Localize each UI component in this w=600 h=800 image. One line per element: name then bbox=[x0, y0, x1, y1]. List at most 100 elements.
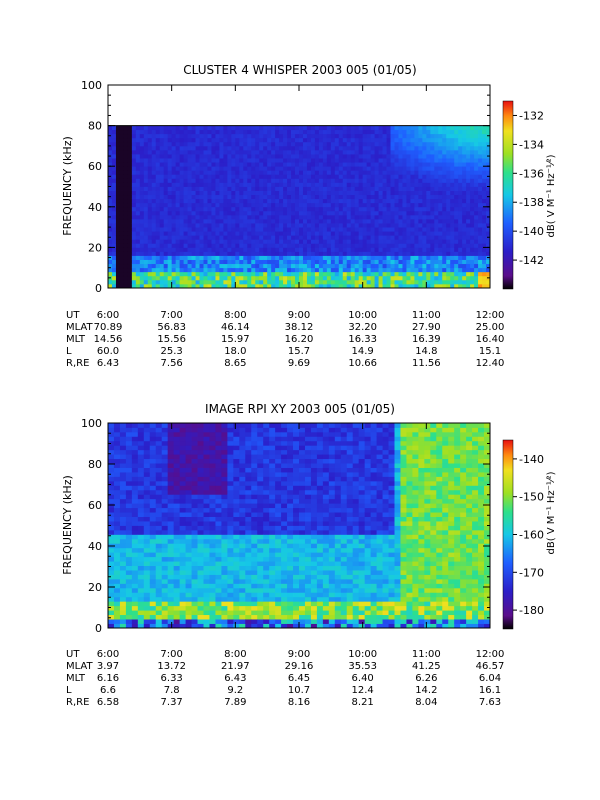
heatmap-cell bbox=[287, 190, 292, 196]
heatmap-cell bbox=[211, 129, 216, 135]
heatmap-cell bbox=[185, 578, 192, 584]
heatmap-cell bbox=[227, 206, 232, 212]
heatmap-cell bbox=[235, 231, 240, 236]
heatmap-cell bbox=[191, 538, 198, 544]
heatmap-cell bbox=[259, 186, 264, 191]
heatmap-cell bbox=[119, 145, 125, 151]
heatmap-cell bbox=[143, 552, 151, 558]
heatmap-cell bbox=[267, 251, 272, 256]
heatmap-cell bbox=[209, 503, 216, 509]
heatmap-cell bbox=[398, 202, 403, 208]
heatmap-cell bbox=[291, 145, 296, 151]
heatmap-cell bbox=[295, 231, 300, 236]
heatmap-cell bbox=[251, 267, 256, 273]
heatmap-cell bbox=[179, 556, 186, 562]
heatmap-cell bbox=[135, 141, 141, 147]
heatmap-cell bbox=[263, 202, 268, 208]
heatmap-cell bbox=[197, 623, 204, 629]
heatmap-cell bbox=[295, 141, 300, 147]
heatmap-cell bbox=[310, 247, 316, 252]
heatmap-cell bbox=[334, 210, 340, 216]
heatmap-cell bbox=[215, 454, 222, 460]
heatmap-cell bbox=[470, 218, 475, 224]
heatmap-cell bbox=[167, 445, 175, 451]
heatmap-cell bbox=[255, 210, 260, 216]
heatmap-cell bbox=[119, 592, 127, 598]
heatmap-cell bbox=[179, 275, 185, 281]
heatmap-cell bbox=[147, 235, 153, 240]
heatmap-cell bbox=[418, 154, 423, 159]
heatmap-cell bbox=[151, 218, 157, 224]
heatmap-cell bbox=[255, 154, 260, 159]
heatmap-cell bbox=[175, 162, 181, 167]
heatmap-cell bbox=[466, 198, 471, 204]
heatmap-cell bbox=[243, 279, 248, 285]
heatmap-cell bbox=[378, 133, 383, 139]
heatmap-cell bbox=[279, 137, 284, 143]
heatmap-cell bbox=[326, 247, 332, 252]
heatmap-cell bbox=[108, 614, 115, 620]
heatmap-cell bbox=[243, 162, 248, 167]
heatmap-cell bbox=[486, 259, 491, 265]
heatmap-cell bbox=[267, 145, 272, 151]
heatmap-cell bbox=[295, 218, 300, 224]
heatmap-cell bbox=[310, 170, 316, 175]
heatmap-cell bbox=[215, 141, 220, 147]
heatmap-cell bbox=[442, 158, 447, 163]
heatmap-cell bbox=[410, 263, 415, 269]
heatmap-cell bbox=[299, 227, 304, 232]
heatmap-cell bbox=[251, 206, 256, 212]
heatmap-cell bbox=[267, 231, 272, 236]
heatmap-cell bbox=[203, 170, 208, 175]
heatmap-cell bbox=[161, 552, 169, 558]
heatmap-cell bbox=[306, 162, 312, 167]
heatmap-cell bbox=[291, 194, 296, 200]
heatmap-cell bbox=[251, 223, 256, 228]
heatmap-cell bbox=[299, 206, 304, 212]
heatmap-cell bbox=[410, 129, 415, 135]
heatmap-cell bbox=[163, 255, 169, 260]
heatmap-cell bbox=[179, 578, 186, 584]
heatmap-cell bbox=[147, 129, 153, 135]
heatmap-cell bbox=[318, 162, 324, 167]
heatmap-cell bbox=[482, 190, 487, 196]
heatmap-cell bbox=[125, 596, 133, 602]
heatmap-cell bbox=[406, 149, 411, 155]
heatmap-cell bbox=[171, 263, 177, 269]
heatmap-cell bbox=[330, 154, 336, 159]
heatmap-cell bbox=[267, 279, 272, 285]
heatmap-cell bbox=[406, 259, 411, 265]
heatmap-cell bbox=[366, 182, 372, 187]
heatmap-cell bbox=[275, 182, 280, 187]
heatmap-cell bbox=[227, 231, 232, 236]
heatmap-cell bbox=[131, 145, 137, 151]
heatmap-cell bbox=[382, 129, 387, 135]
heatmap-cell bbox=[350, 275, 356, 281]
heatmap-cell bbox=[149, 592, 157, 598]
heatmap-cell bbox=[179, 239, 185, 244]
heatmap-cell bbox=[233, 427, 240, 433]
heatmap-cell bbox=[173, 431, 181, 437]
heatmap-cell bbox=[163, 263, 169, 269]
heatmap-cell bbox=[155, 498, 163, 504]
heatmap-cell bbox=[418, 133, 423, 139]
heatmap-cell bbox=[203, 445, 210, 451]
heatmap-cell bbox=[334, 133, 340, 139]
heatmap-cell bbox=[215, 235, 220, 240]
heatmap-cell bbox=[247, 243, 252, 248]
heatmap-cell bbox=[322, 279, 328, 285]
heatmap-cell bbox=[255, 170, 260, 175]
heatmap-cell bbox=[135, 239, 141, 244]
heatmap-cell bbox=[255, 182, 260, 187]
heatmap-cell bbox=[137, 449, 145, 455]
heatmap-cell bbox=[209, 476, 216, 482]
heatmap-cell bbox=[291, 251, 296, 256]
heatmap-cell bbox=[263, 145, 268, 151]
heatmap-cell bbox=[185, 485, 192, 491]
heatmap-cell bbox=[458, 235, 463, 240]
heatmap-cell bbox=[223, 162, 228, 167]
heatmap-cell bbox=[185, 614, 192, 620]
heatmap-cell bbox=[458, 259, 463, 265]
heatmap-cell bbox=[338, 206, 344, 212]
heatmap-cell bbox=[115, 247, 121, 252]
